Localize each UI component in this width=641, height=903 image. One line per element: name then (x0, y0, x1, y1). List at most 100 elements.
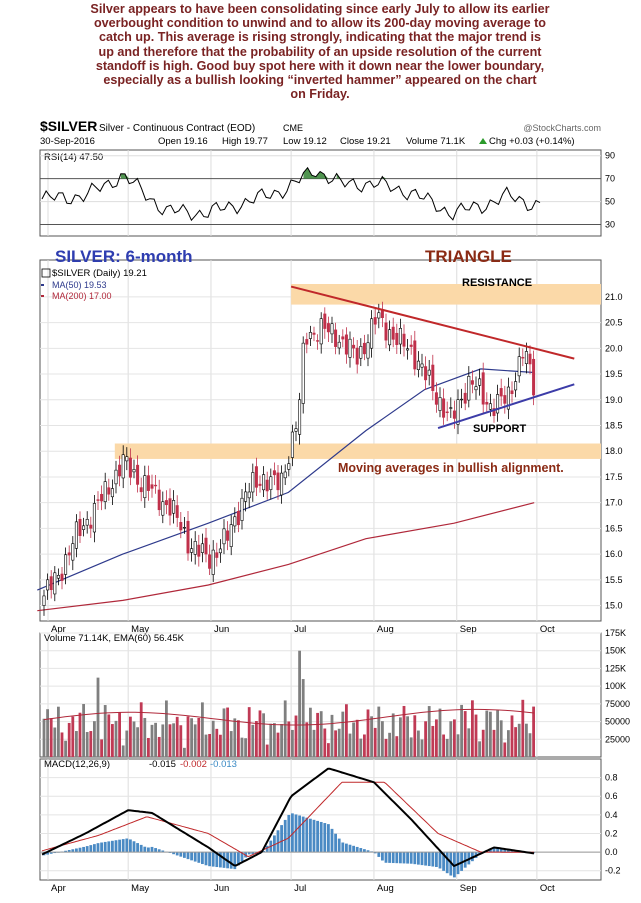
change-up-icon (479, 138, 487, 144)
macd-histogram-bar (222, 852, 226, 868)
macd-histogram-bar (186, 852, 190, 860)
candle-body (406, 348, 410, 351)
candle-body (157, 489, 161, 511)
candle-body (139, 487, 143, 493)
volume-bar (420, 739, 424, 757)
macd-histogram-bar (183, 852, 186, 858)
macd-histogram-bar (96, 843, 100, 853)
candle-body (445, 411, 449, 413)
candle-body (53, 572, 57, 595)
volume-bar (435, 719, 438, 757)
macd-histogram-bar (503, 848, 507, 853)
macd-histogram-bar (492, 847, 496, 853)
macd-histogram-bar (399, 852, 402, 864)
candle-body (478, 378, 482, 386)
macd-histogram-bar (305, 817, 309, 853)
macd-histogram-bar (111, 840, 114, 853)
candle-body (514, 381, 518, 391)
volume-bar (273, 723, 276, 757)
candle-body (49, 576, 53, 591)
candle-body (132, 469, 136, 473)
candle-body (46, 579, 50, 591)
macd-histogram-bar (355, 846, 359, 853)
volume-bar (240, 737, 244, 757)
candle-body (247, 491, 251, 499)
candle-body (499, 388, 503, 397)
macd-histogram-bar (507, 849, 510, 853)
macd-histogram-bar (157, 849, 161, 853)
price-panel: 15.0 15.5 16.0 16.5 17.0 17.5 18.0 18.5 19.0 19.5… (37, 284, 623, 616)
macd-panel: MACD(12,26,9) -0.015 -0.002 -0.013 -0.2 0… (40, 759, 621, 878)
volume-bar (67, 722, 71, 757)
macd-histogram-bar (384, 852, 388, 863)
volume-bar (298, 650, 301, 757)
candle-body (510, 390, 514, 395)
candle-body (362, 342, 366, 355)
candle-body (60, 573, 64, 581)
macd-histogram-bar (75, 848, 78, 853)
macd-legend-value: -0.015 (149, 759, 176, 770)
volume-bar (521, 699, 525, 757)
volume-bar (64, 740, 67, 757)
volume-bar (366, 709, 370, 757)
macd-histogram-bar (85, 846, 89, 853)
candle-body (337, 341, 341, 349)
volume-bar (463, 711, 467, 757)
macd-tick-label: 0.2 (605, 828, 618, 838)
volume-bar (150, 724, 154, 757)
volume-tick-label: 175K (605, 628, 626, 638)
macd-signal-line (41, 781, 534, 857)
volume-bar (237, 720, 240, 757)
macd-histogram-bar (49, 852, 53, 854)
candle-body (470, 380, 474, 385)
volume-bar (283, 700, 287, 757)
candle-body (420, 363, 424, 368)
candle-body (355, 347, 359, 365)
macd-histogram-bar (251, 852, 255, 855)
macd-histogram-bar (262, 850, 265, 853)
candle-body (449, 407, 453, 409)
price-legend: $SILVER (Daily) 19.21 (52, 268, 147, 279)
volume-bar (409, 737, 413, 757)
macd-histogram-bar (89, 845, 93, 853)
macd-histogram-bar (179, 852, 183, 857)
candle-body (377, 312, 381, 319)
candle-body (150, 484, 154, 489)
candle-body (290, 431, 294, 458)
macd-histogram-bar (301, 816, 305, 853)
volume-bar (492, 729, 496, 757)
candle-body (496, 394, 500, 414)
volume-legend: Volume 71.14K, EMA(60) 56.45K (44, 633, 185, 644)
volume-bar (233, 718, 237, 757)
candle-body (384, 322, 388, 341)
volume-bar (93, 721, 96, 757)
candle-body (89, 524, 93, 529)
macd-histogram-bar (161, 850, 165, 853)
candle-body (211, 549, 215, 575)
candle-body (305, 339, 309, 345)
volume-bar (258, 710, 262, 757)
volume-bar (82, 704, 85, 757)
volume-bar (481, 729, 485, 757)
rsi-overbought-fill (303, 167, 329, 179)
rsi-tick-label: 70 (605, 174, 615, 184)
symbol-label: $SILVER (40, 118, 97, 134)
candle-body (521, 357, 525, 359)
candle-body (182, 527, 186, 529)
volume-bar (265, 744, 269, 757)
volume-bar (255, 721, 258, 757)
volume-bar (327, 743, 330, 757)
candle-body (424, 366, 428, 381)
volume-bar (514, 727, 517, 757)
volume-bar (114, 720, 118, 757)
candle-body (78, 518, 82, 536)
candle-body (528, 353, 532, 365)
resistance-label: RESISTANCE (462, 277, 532, 289)
volume-bar (517, 723, 521, 757)
macd-histogram-bar (197, 852, 201, 863)
candle-body (67, 552, 71, 556)
macd-histogram-bar (273, 835, 276, 853)
volume-bar (341, 711, 345, 757)
candle-body (236, 511, 240, 526)
macd-histogram-bar (337, 838, 341, 853)
